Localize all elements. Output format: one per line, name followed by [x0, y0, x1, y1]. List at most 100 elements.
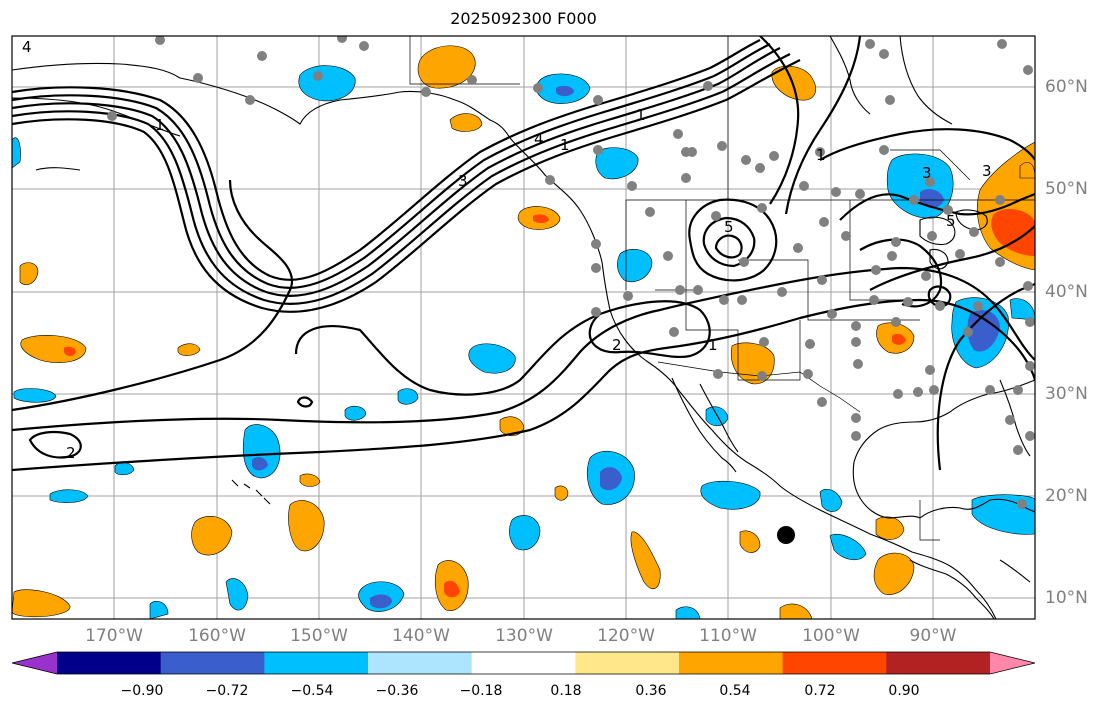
- anomaly-negative: [819, 489, 843, 512]
- anomaly-negative: [829, 534, 867, 561]
- contour-label: 3: [458, 172, 468, 190]
- contour-label: 5: [946, 212, 956, 230]
- colorbar-tick-label: −0.18: [459, 683, 503, 699]
- contour-lines: [12, 36, 1035, 472]
- anomaly-positive: [1019, 162, 1035, 179]
- anomaly-negative: [595, 147, 639, 180]
- anomaly-positive-strong: [444, 580, 460, 598]
- contour-label: 1: [636, 106, 646, 124]
- contour-label: 5: [724, 218, 734, 236]
- colorbar-tick-label: 0.18: [550, 683, 582, 699]
- anomaly-negative: [1009, 298, 1035, 321]
- anomaly-negative-strong: [556, 85, 574, 97]
- anomaly-positive: [177, 343, 201, 356]
- longitude-label: 90°W: [909, 626, 957, 646]
- colorbar-tick-label: 0.90: [888, 683, 920, 699]
- contour-label: 1: [560, 136, 570, 154]
- anomaly-positive: [875, 516, 905, 540]
- longitude-label: 100°W: [802, 626, 860, 646]
- longitude-label: 150°W: [290, 626, 348, 646]
- contour-label: 3: [982, 162, 992, 180]
- map-frame: [11, 35, 1036, 620]
- longitude-label: 130°W: [495, 626, 553, 646]
- colorbar-tick-label: −0.90: [120, 683, 164, 699]
- anomaly-negative: [700, 480, 761, 510]
- anomaly-negative: [12, 137, 21, 169]
- colorbar-segment: [471, 652, 576, 674]
- latitude-label: 60°N: [1045, 77, 1088, 97]
- colorbar-tick-label: −0.54: [290, 683, 334, 699]
- anomaly-positive: [288, 500, 325, 552]
- anomaly-negative: [509, 515, 541, 551]
- anomaly-positive: [739, 530, 761, 553]
- anomaly-positive-strong: [892, 333, 906, 345]
- anomaly-positive-strong: [991, 208, 1035, 256]
- colorbar-tick-label: 0.54: [719, 683, 751, 699]
- anomaly-negative-strong: [370, 594, 392, 609]
- colorbar-tick-label: −0.36: [375, 683, 419, 699]
- anomaly-negative: [225, 578, 249, 611]
- colorbar-segment: [886, 652, 991, 674]
- location-marker: [777, 526, 795, 544]
- latitude-label: 50°N: [1045, 179, 1088, 199]
- contour-label: 2: [66, 444, 76, 462]
- anomaly-negative: [397, 388, 419, 405]
- anomaly-positive: [630, 531, 661, 590]
- anomaly-positive: [449, 113, 483, 132]
- map-title: 2025092300 F000: [450, 9, 597, 28]
- anomaly-positive-strong: [533, 214, 549, 223]
- colorbar: [11, 651, 1036, 675]
- contour-label: 1: [708, 336, 718, 354]
- colorbar-segment: [57, 652, 162, 674]
- anomaly-negative: [468, 343, 516, 374]
- anomaly-positive: [191, 515, 233, 556]
- longitude-label: 140°W: [392, 626, 450, 646]
- anomaly-positive: [873, 552, 915, 595]
- latitude-label: 10°N: [1045, 588, 1088, 608]
- anomaly-negative: [675, 606, 701, 619]
- colorbar-tick-label: −0.72: [205, 683, 249, 699]
- latitude-label: 20°N: [1045, 486, 1088, 506]
- longitude-label: 170°W: [85, 626, 143, 646]
- anomaly-positive: [779, 603, 813, 619]
- contour-label: 1: [816, 146, 826, 164]
- anomaly-negative-strong: [920, 189, 944, 208]
- latitude-label: 30°N: [1045, 384, 1088, 404]
- anomaly-negative-strong: [967, 310, 1000, 352]
- anomaly-positive: [12, 589, 71, 618]
- contour-label: 2: [612, 336, 622, 354]
- contour-label: 1: [155, 116, 165, 134]
- contour-label: 4: [22, 38, 32, 56]
- anomaly-positive-strong: [64, 346, 76, 357]
- anomaly-negative: [298, 65, 356, 102]
- anomaly-negative-strong: [252, 457, 268, 471]
- colorbar-extension-high: [990, 652, 1035, 674]
- anomaly-negative: [149, 601, 169, 619]
- colorbar-outline: [11, 651, 1036, 675]
- map-canvas: 1 1 1 1 2 2 3 3 4 4 5 5 1 3: [11, 35, 1036, 620]
- anomaly-positive: [554, 485, 569, 501]
- contour-label-group: 1 1 1 1 2 2 3 3 4 4 5 5 1 3: [22, 38, 992, 462]
- colorbar-tick-label: 0.72: [804, 683, 836, 699]
- colorbar-segment: [679, 652, 784, 674]
- colorbar-segment: [782, 652, 887, 674]
- latitude-label: 40°N: [1045, 282, 1088, 302]
- colorbar-segment: [368, 652, 473, 674]
- anomaly-negative: [49, 489, 89, 503]
- colorbar-segment: [160, 652, 265, 674]
- anomaly-positive: [299, 473, 321, 487]
- anomaly-negative-strong: [600, 467, 622, 491]
- longitude-label: 160°W: [188, 626, 246, 646]
- longitude-label: 110°W: [699, 626, 757, 646]
- contour-label: 4: [534, 130, 544, 148]
- contour-label: 3: [922, 164, 932, 182]
- anomaly-positive: [19, 262, 39, 285]
- station-dots: [107, 36, 1035, 509]
- colorbar-extension-low: [12, 652, 57, 674]
- anomaly-negative: [344, 405, 367, 421]
- colorbar-tick-label: 0.36: [635, 683, 667, 699]
- anomaly-positive: [499, 416, 525, 437]
- longitude-label: 120°W: [597, 626, 655, 646]
- anomaly-positive: [771, 65, 816, 101]
- colorbar-segment: [575, 652, 680, 674]
